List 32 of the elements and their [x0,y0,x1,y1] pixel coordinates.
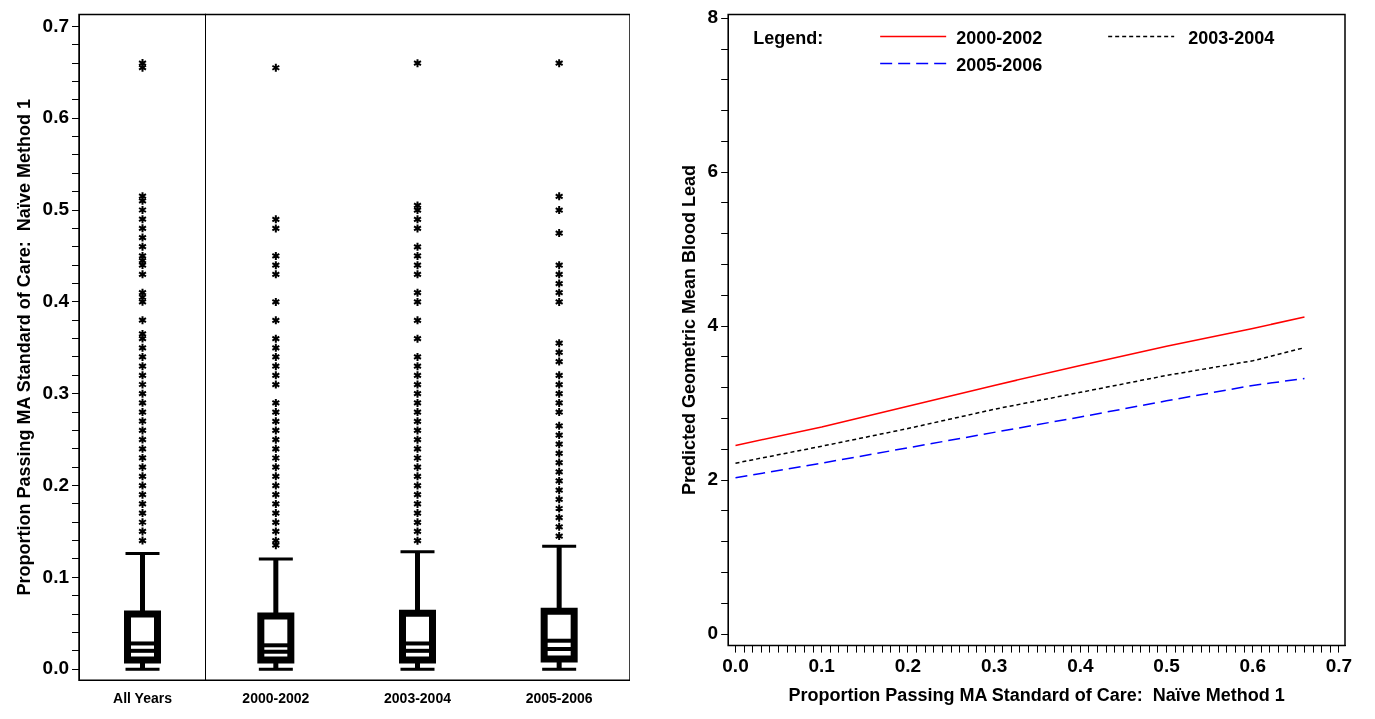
y-tick-label: 8 [707,6,719,28]
y-axis-title: Predicted Geometric Mean Blood Lead [678,164,699,496]
x-tick-label: 2003-2004 [384,690,452,707]
y-tick-label: 2 [707,468,719,490]
x-tick-label: 2005-2006 [525,690,593,707]
y-tick-label: 0.4 [42,290,70,312]
legend-label: 2003-2004 [1188,28,1275,49]
x-tick-label: 0.1 [808,655,836,677]
x-tick-label: 2000-2002 [242,690,310,707]
y-tick-label: 4 [707,314,719,336]
x-tick-label: 0.2 [894,655,922,677]
y-axis-title: Proportion Passing MA Standard of Care: Naïve Method 1 [13,99,34,596]
x-tick-label: 0.0 [722,655,749,677]
x-axis-title: Proportion Passing MA Standard of Care: Naïve Method 1 [788,685,1285,706]
x-tick-label: 0.6 [1239,655,1266,677]
y-tick-label: 0.1 [42,565,70,587]
x-tick-label: 0.5 [1153,655,1181,677]
legend-label: 2000-2002 [956,28,1043,49]
x-tick-label: All Years [113,690,173,707]
x-tick-label: 0.3 [980,655,1008,677]
y-tick-label: 0.5 [42,198,70,220]
y-tick-label: 0.2 [42,473,70,495]
y-tick-label: 0.6 [42,106,70,128]
x-tick-label: 0.7 [1325,655,1353,677]
y-tick-label: 0.7 [42,14,70,36]
legend-label: 2005-2006 [956,55,1043,76]
y-tick-label: 6 [707,160,719,182]
y-tick-label: 0 [707,622,719,644]
x-tick-label: 0.4 [1067,655,1094,677]
legend-title: Legend: [753,28,824,49]
y-tick-label: 0.3 [42,381,70,403]
line-series [734,377,1306,479]
